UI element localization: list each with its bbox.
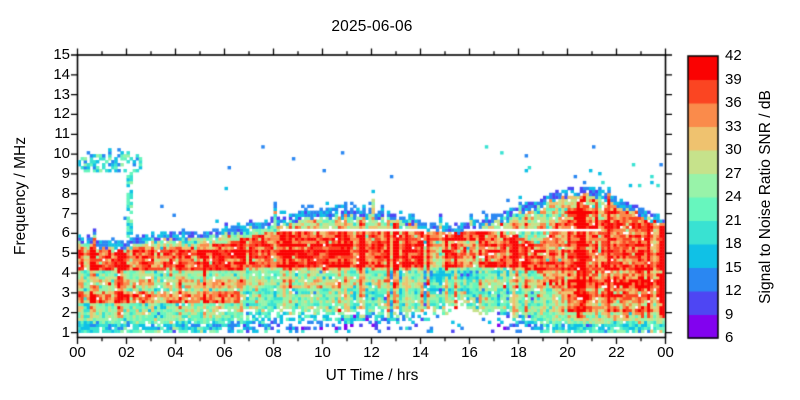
y-tick-label-7: 7 (61, 204, 70, 222)
x-tick-label-00-12: 00 (657, 344, 674, 361)
chart-title: 2025-06-06 (331, 18, 413, 35)
x-tick-label-22-11: 22 (608, 344, 625, 361)
x-tick-label-10-5: 10 (314, 344, 331, 361)
colorbar-tick-label-15: 15 (725, 258, 742, 276)
y-tick-label-5: 5 (61, 244, 70, 262)
y-tick-label-4: 4 (61, 264, 70, 282)
x-axis-label: UT Time / hrs (325, 367, 419, 384)
colorbar-tick-label-27: 27 (725, 164, 742, 182)
x-tick-label-04-2: 04 (167, 344, 184, 361)
y-tick-label-2: 2 (61, 303, 70, 321)
colorbar-tick-label-24: 24 (725, 188, 742, 205)
colorbar-tick-label-21: 21 (725, 211, 742, 229)
y-tick-label-15: 15 (53, 46, 70, 63)
y-tick-label-14: 14 (53, 65, 70, 83)
y-tick-label-13: 13 (53, 85, 70, 103)
x-tick-label-00-0: 00 (69, 344, 86, 361)
y-tick-label-10: 10 (53, 145, 70, 163)
y-axis-label: Frequency / MHz (12, 136, 29, 256)
y-tick-label-11: 11 (54, 125, 70, 143)
colorbar-label: Signal to Noise Ratio SNR / dB (757, 90, 774, 304)
y-tick-label-8: 8 (61, 184, 70, 202)
y-tick-label-12: 12 (53, 105, 70, 123)
x-tick-label-12-6: 12 (363, 344, 380, 361)
y-tick-label-9: 9 (61, 164, 70, 182)
x-tick-label-02-1: 02 (118, 344, 135, 361)
x-tick-label-06-3: 06 (216, 344, 233, 361)
colorbar-tick-label-9: 9 (725, 305, 734, 323)
x-tick-label-16-8: 16 (461, 344, 478, 361)
colorbar-tick-label-39: 39 (725, 70, 742, 88)
x-tick-label-08-4: 08 (265, 344, 282, 361)
colorbar-tick-label-42: 42 (725, 47, 742, 64)
colorbar-tick-label-12: 12 (725, 282, 742, 299)
y-tick-label-6: 6 (61, 224, 70, 242)
x-tick-label-18-9: 18 (510, 344, 527, 361)
colorbar-tick-label-6: 6 (725, 329, 734, 346)
colorbar-tick-label-18: 18 (725, 235, 742, 252)
x-tick-label-20-10: 20 (559, 344, 576, 361)
y-tick-label-3: 3 (61, 283, 70, 301)
y-tick-label-1: 1 (61, 323, 70, 341)
colorbar-tick-label-30: 30 (725, 141, 742, 158)
colorbar-tick-label-33: 33 (725, 117, 742, 135)
colorbar-tick-label-36: 36 (725, 94, 742, 111)
x-tick-label-14-7: 14 (412, 344, 429, 361)
